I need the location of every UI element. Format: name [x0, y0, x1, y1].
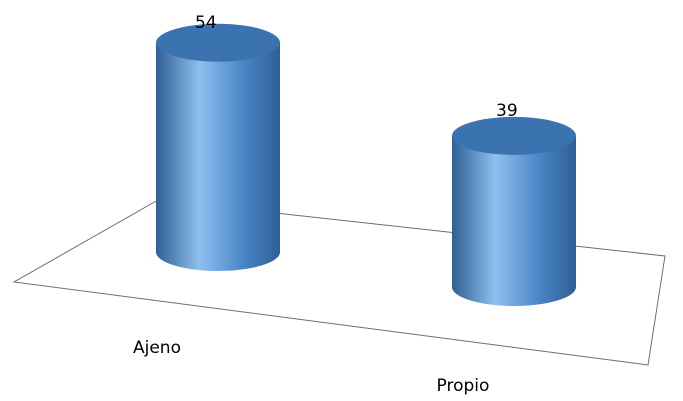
bar-propio	[452, 116, 576, 306]
bar-ajeno	[156, 23, 280, 271]
bar-top	[156, 23, 280, 62]
bar-body	[452, 135, 576, 306]
category-label: Ajeno	[133, 338, 181, 358]
category-label: Propio	[437, 376, 490, 396]
data-label: 39	[496, 101, 518, 121]
bars-group	[156, 23, 576, 306]
bar-body	[156, 42, 280, 271]
labels-group: 54 Ajeno 39 Propio	[133, 13, 518, 396]
data-label: 54	[195, 13, 217, 33]
bar-top	[452, 116, 576, 155]
